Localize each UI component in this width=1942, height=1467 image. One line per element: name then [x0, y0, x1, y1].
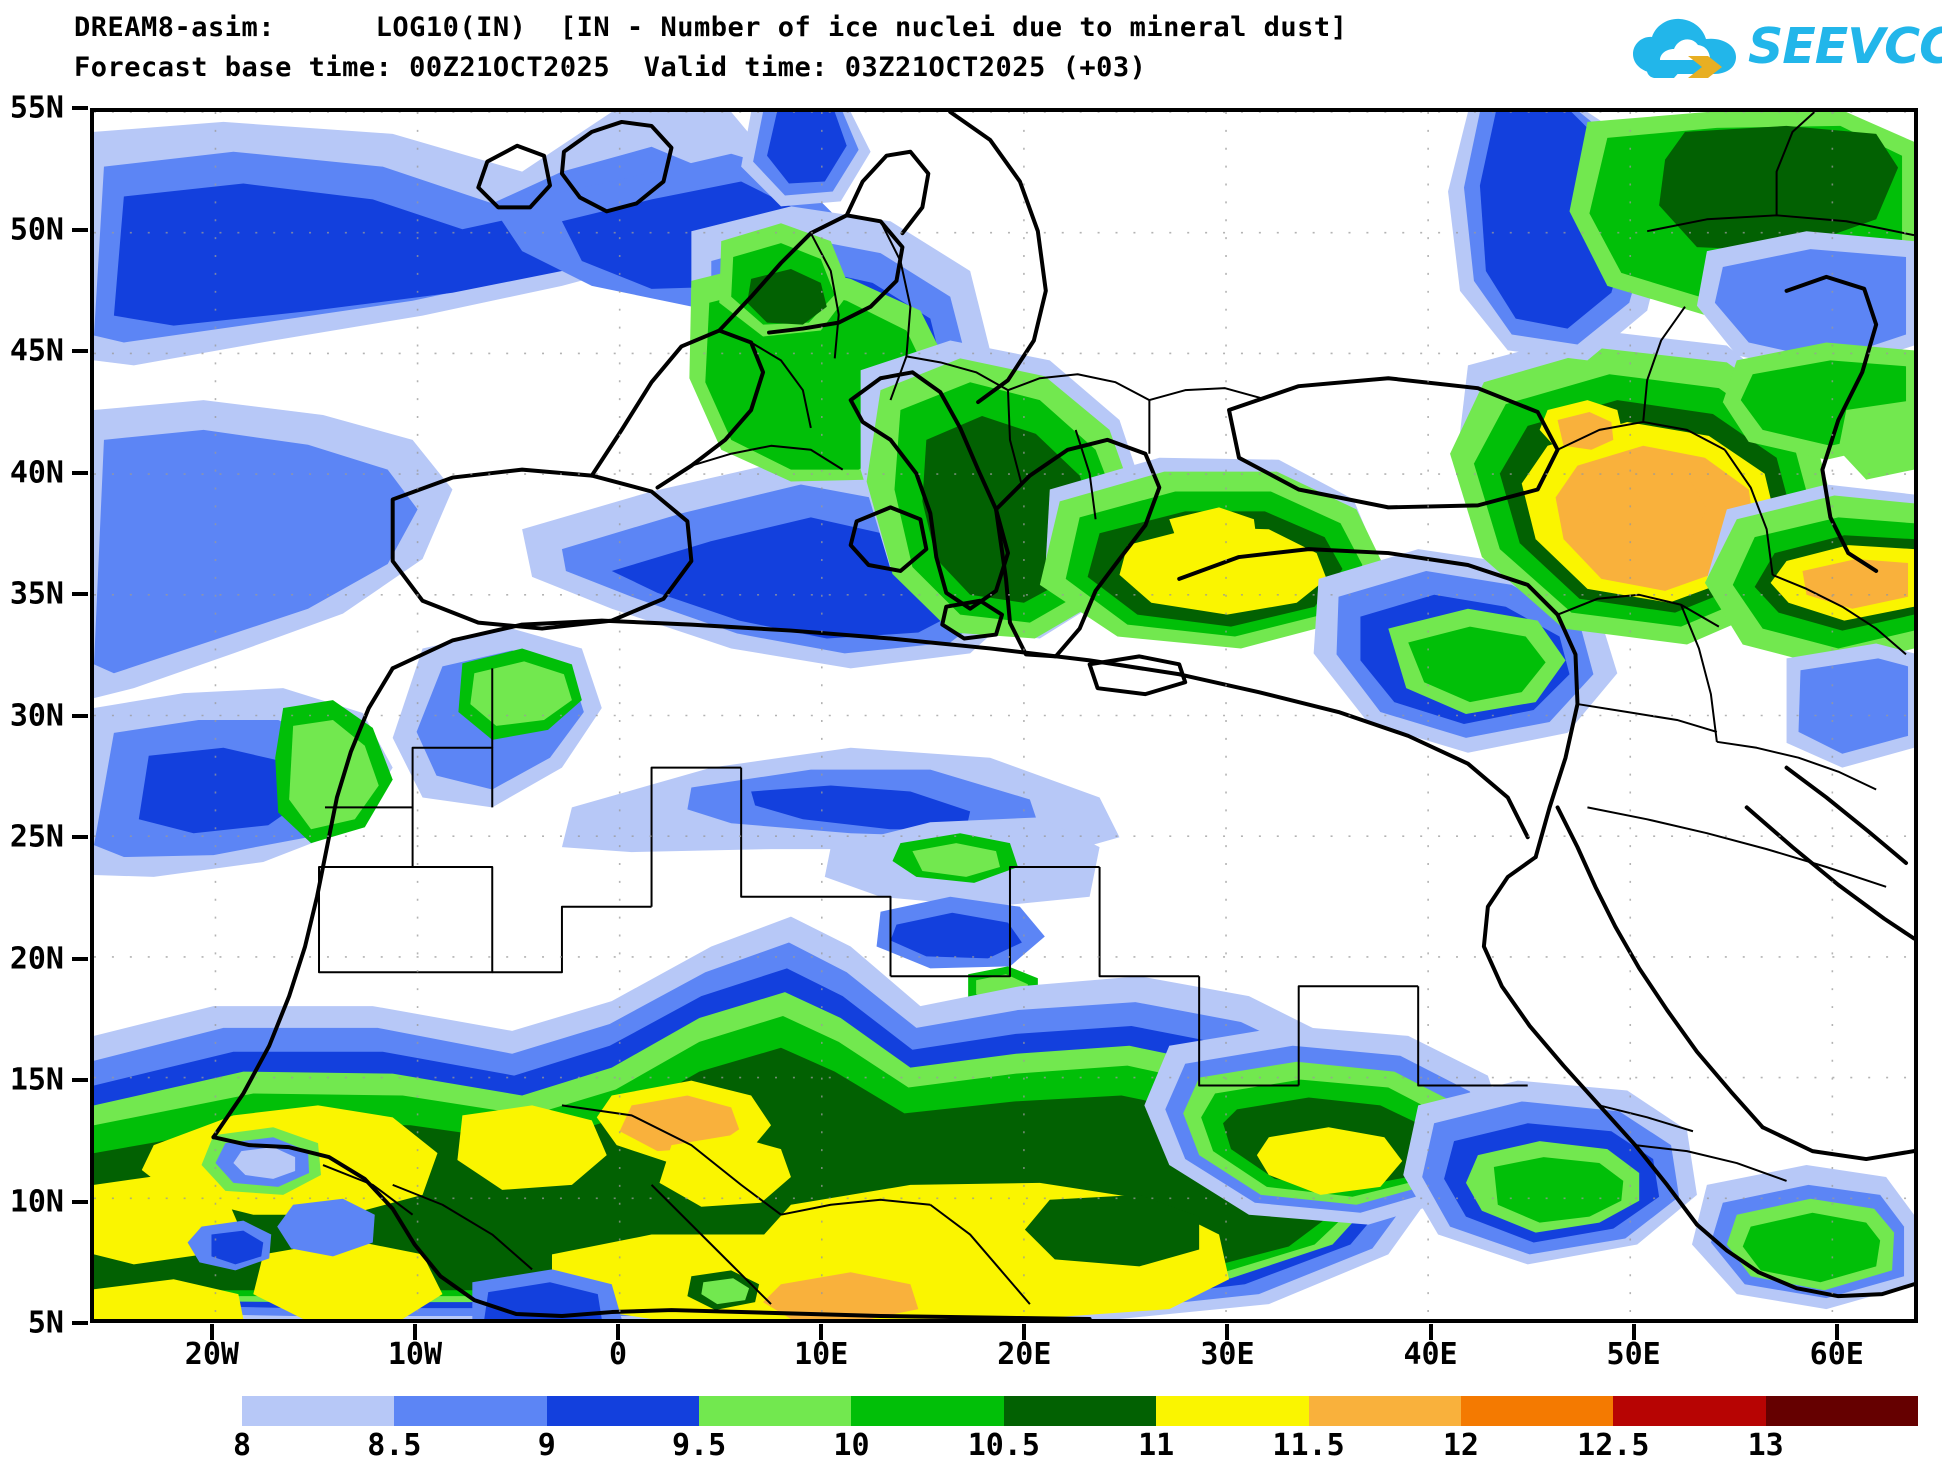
- y-axis-tick-label: 50N: [9, 212, 64, 247]
- contour-band-group-morocco: [392, 628, 602, 808]
- x-axis-tick-label: 30E: [1200, 1337, 1255, 1372]
- x-axis-tick-label: 10E: [794, 1337, 849, 1372]
- y-axis-tick-mark: [72, 349, 88, 353]
- y-axis-tick-label: 15N: [9, 1062, 64, 1098]
- colorbar-segment: [1765, 1396, 1918, 1426]
- colorbar-segment: [242, 1396, 395, 1426]
- colorbar-tick-labels: 8 8.5 9 9.5 10 10.5 11 11.5 12 12.5 13: [233, 1426, 1918, 1463]
- x-axis-tick-label: 40E: [1403, 1337, 1458, 1372]
- colorbar-tick-label: 12.5: [1577, 1428, 1650, 1463]
- colorbar-segment: [699, 1396, 852, 1426]
- y-axis-tick-label: 25N: [9, 819, 64, 855]
- map-plot-area: [90, 108, 1918, 1323]
- y-axis-tick-mark: [72, 956, 88, 961]
- x-axis-tick-mark: [819, 1324, 824, 1340]
- x-axis-tick-label: 0: [609, 1337, 628, 1372]
- seevccc-logo: SEEVCCC: [1630, 10, 1942, 86]
- colorbar-tick-label: 13: [1747, 1428, 1784, 1463]
- y-axis-tick-mark: [72, 470, 88, 475]
- contour-band-group-horn: [1403, 1080, 1914, 1310]
- y-axis-tick-label: 55N: [9, 90, 64, 126]
- x-axis-tick-mark: [1631, 1324, 1636, 1340]
- colorbar-tick-label: 8: [232, 1428, 252, 1463]
- colorbar-tick-label: 10: [833, 1428, 870, 1463]
- colorbar-tick-label: 9.5: [671, 1428, 727, 1463]
- logo-wordmark: SEEVCCC: [1748, 18, 1942, 75]
- colorbar-segment: [1003, 1396, 1157, 1426]
- x-axis-tick-label: 20E: [997, 1337, 1052, 1372]
- x-axis-tick-label: 50E: [1606, 1337, 1661, 1372]
- contour-band-group-zagros: [1704, 484, 1914, 669]
- x-axis-tick-mark: [1428, 1324, 1433, 1340]
- y-axis-tick-label: 20N: [9, 941, 64, 976]
- colorbar-segment: [851, 1396, 1004, 1426]
- colorbar-segment: [1308, 1396, 1461, 1426]
- contour-band-group-caspian: [1786, 400, 1914, 768]
- x-axis-tick-mark: [616, 1324, 621, 1340]
- x-axis-tick-mark: [1834, 1324, 1839, 1340]
- colorbar-segment: [546, 1396, 700, 1426]
- header-title-line: DREAM8-asim: LOG10(IN) [IN - Number of i…: [74, 12, 1348, 43]
- contour-band-group-sahel: [94, 916, 1439, 1319]
- country-border-layer: [318, 112, 1914, 1305]
- figure-header: DREAM8-asim: LOG10(IN) [IN - Number of i…: [0, 0, 1942, 104]
- x-axis-tick-label: 20W: [184, 1337, 239, 1372]
- y-axis-tick-mark: [72, 106, 88, 110]
- contour-band-group-aegean: [1039, 457, 1383, 649]
- colorbar-segment: [1460, 1396, 1614, 1426]
- y-axis-tick-label: 5N: [27, 1305, 64, 1341]
- y-axis-tick-label: 10N: [9, 1184, 64, 1219]
- contour-band-group-guinea: [472, 1269, 622, 1319]
- y-axis-tick-mark: [72, 1199, 88, 1204]
- contour-band-group-iberia: [94, 400, 453, 877]
- map-canvas: [94, 112, 1914, 1319]
- cloud-icon: [1630, 16, 1742, 78]
- colorbar-tick-label: 11.5: [1272, 1428, 1345, 1463]
- y-axis-tick-mark: [72, 592, 88, 596]
- header-time-line: Forecast base time: 00Z21OCT2025 Valid t…: [74, 52, 1147, 83]
- y-axis-tick-mark: [72, 1321, 88, 1325]
- y-axis-tick-mark: [72, 713, 88, 718]
- dust-concentration-map: [94, 112, 1914, 1319]
- x-axis-tick-mark: [1022, 1324, 1027, 1340]
- x-axis-tick-mark: [412, 1324, 417, 1340]
- colorbar-swatches: [242, 1396, 1918, 1426]
- y-axis-tick-label: 35N: [9, 576, 64, 612]
- coastline-layer: [211, 112, 1914, 1319]
- colorbar-tick-label: 11: [1138, 1428, 1175, 1463]
- x-axis-tick-label: 60E: [1809, 1337, 1864, 1372]
- x-axis-tick-label: 10W: [387, 1337, 443, 1372]
- colorbar: 8 8.5 9 9.5 10 10.5 11 11.5 12 12.5 13: [233, 1396, 1918, 1463]
- y-axis-tick-mark: [72, 1078, 88, 1082]
- x-axis-tick-mark: [1225, 1324, 1230, 1340]
- colorbar-segment: [394, 1396, 547, 1426]
- x-axis-tick-mark: [209, 1324, 214, 1340]
- contour-band-group-srussia: [1448, 112, 1914, 460]
- y-axis-tick-mark: [72, 227, 88, 232]
- y-axis-tick-label: 30N: [9, 698, 64, 733]
- colorbar-tick-label: 8.5: [367, 1428, 422, 1463]
- colorbar-tick-label: 9: [537, 1428, 556, 1463]
- y-axis-tick-mark: [72, 835, 88, 839]
- colorbar-segment: [1156, 1396, 1309, 1426]
- y-axis-tick-label: 45N: [9, 333, 64, 369]
- contour-band-group-baltic: [741, 112, 871, 207]
- y-axis-tick-label: 40N: [9, 455, 64, 490]
- colorbar-segment: [1613, 1396, 1766, 1426]
- colorbar-tick-label: 10.5: [967, 1428, 1040, 1463]
- colorbar-tick-label: 12: [1442, 1428, 1479, 1463]
